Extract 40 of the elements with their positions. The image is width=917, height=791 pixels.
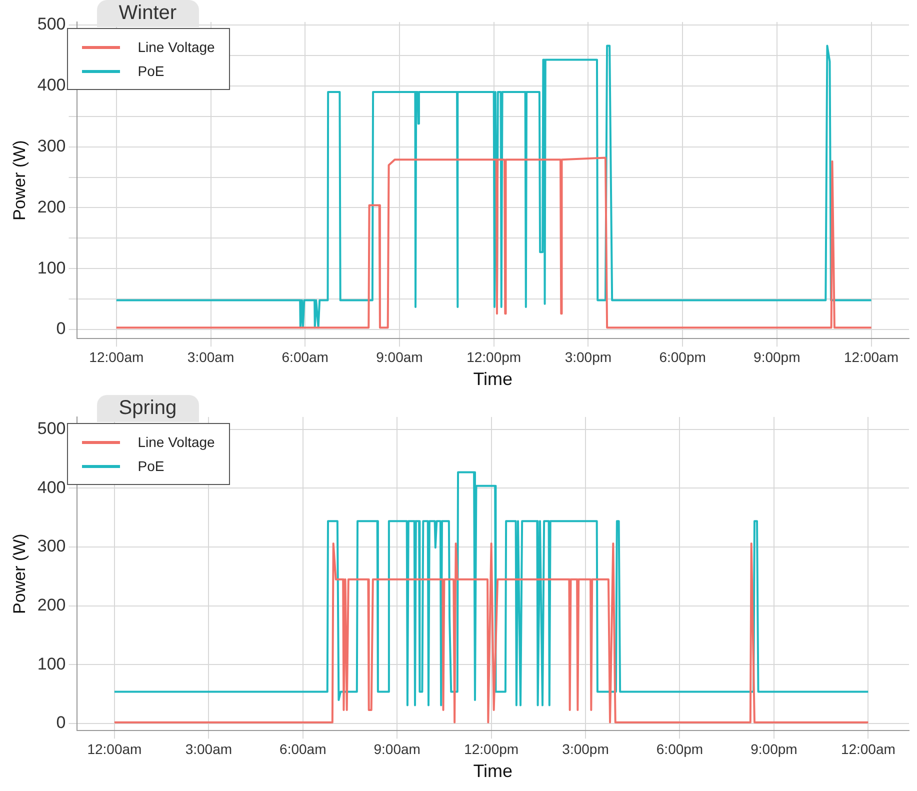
y-tick-label: 0 bbox=[56, 713, 66, 732]
x-tick-label: 12:00am bbox=[89, 348, 144, 365]
y-axis-title: Power (W) bbox=[10, 534, 29, 614]
x-tick-label: 6:00pm bbox=[656, 740, 704, 757]
x-tick-label: 12:00pm bbox=[464, 740, 519, 757]
x-tick-label: 3:00am bbox=[187, 348, 234, 365]
y-tick-label: 300 bbox=[37, 536, 66, 556]
y-tick-label: 100 bbox=[37, 654, 66, 674]
x-tick-label: 3:00pm bbox=[564, 348, 612, 365]
x-axis-title: Time bbox=[473, 369, 513, 390]
x-tick-label: 12:00am bbox=[840, 740, 896, 757]
x-tick-label: 6:00pm bbox=[659, 348, 706, 365]
y-axis-title: Power (W) bbox=[10, 140, 29, 220]
x-tick-label: 12:00pm bbox=[466, 348, 522, 365]
x-tick-label: 3:00am bbox=[185, 740, 232, 757]
x-tick-label: 6:00am bbox=[280, 740, 326, 757]
x-tick-label: 9:00pm bbox=[754, 348, 800, 365]
chart-title: Spring bbox=[96, 395, 199, 422]
y-tick-label: 400 bbox=[37, 478, 66, 497]
x-axis-title: Time bbox=[473, 761, 513, 782]
x-tick-label: 3:00pm bbox=[562, 740, 609, 757]
y-tick-label: 200 bbox=[37, 596, 66, 615]
legend-label: PoE bbox=[136, 62, 166, 81]
x-tick-label: 9:00am bbox=[376, 348, 423, 365]
x-tick-label: 9:00pm bbox=[750, 740, 798, 757]
x-tick-label: 9:00am bbox=[374, 740, 420, 757]
y-tick-label: 0 bbox=[56, 319, 66, 338]
chart-title: Winter bbox=[96, 0, 199, 27]
legend-label: Line Voltage bbox=[136, 433, 215, 452]
y-tick-label: 400 bbox=[37, 76, 66, 95]
y-tick-label: 200 bbox=[37, 197, 66, 216]
y-tick-label: 100 bbox=[37, 258, 66, 278]
y-tick-label: 300 bbox=[37, 136, 66, 156]
x-tick-label: 12:00am bbox=[844, 348, 898, 365]
y-tick-label: 500 bbox=[37, 419, 66, 438]
legend-label: PoE bbox=[136, 457, 166, 476]
x-tick-label: 12:00am bbox=[87, 740, 142, 757]
y-tick-label: 500 bbox=[37, 14, 66, 34]
x-tick-label: 6:00am bbox=[282, 348, 328, 365]
legend-label: Line Voltage bbox=[136, 38, 215, 57]
